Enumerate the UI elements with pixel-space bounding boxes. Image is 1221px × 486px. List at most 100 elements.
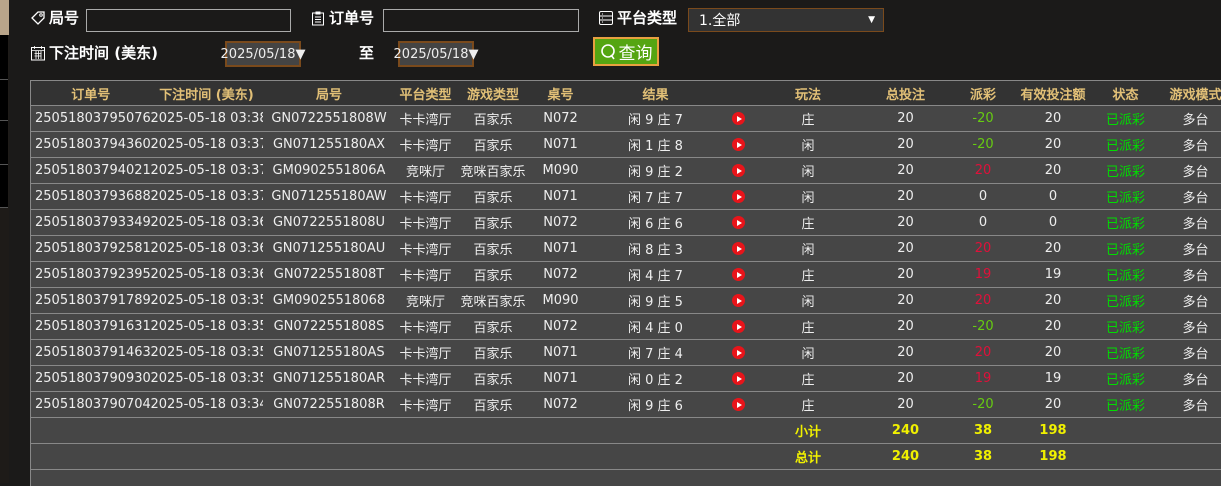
column-header[interactable]: 玩法 [756, 81, 861, 106]
dropdown-arrow-icon: ▼ [295, 47, 305, 62]
bet-type-cell: 庄 [756, 262, 861, 288]
play-video-icon[interactable] [732, 138, 745, 151]
round-input[interactable] [86, 9, 291, 32]
replay-cell[interactable] [721, 210, 756, 236]
play-video-icon[interactable] [732, 216, 745, 229]
status-cell: 已派彩 [1091, 184, 1161, 210]
date-from-picker[interactable]: 2025/05/18▼ [225, 41, 301, 67]
game-mode-cell: 多台 [1161, 314, 1221, 340]
replay-cell[interactable] [721, 184, 756, 210]
round-id-cell: GN071255180AR [263, 366, 396, 392]
replay-cell[interactable] [721, 236, 756, 262]
replay-cell[interactable] [721, 262, 756, 288]
bet-type-cell: 庄 [756, 210, 861, 236]
replay-cell[interactable] [721, 340, 756, 366]
replay-cell[interactable] [721, 366, 756, 392]
empty-cell [1091, 470, 1161, 486]
play-video-icon[interactable] [732, 372, 745, 385]
platform-select[interactable]: 1.全部 ▼ [688, 8, 884, 32]
column-header[interactable]: 桌号 [531, 81, 591, 106]
play-video-icon[interactable] [732, 164, 745, 177]
empty-cell [1091, 444, 1161, 470]
order-id-cell: 250518037916312 [31, 314, 151, 340]
game-mode-cell: 多台 [1161, 158, 1221, 184]
list-icon [598, 10, 614, 26]
table-no-cell: N072 [531, 210, 591, 236]
total-bet-cell: 20 [861, 314, 951, 340]
replay-cell[interactable] [721, 288, 756, 314]
play-video-icon[interactable] [732, 346, 745, 359]
bet-type-cell: 闲 [756, 340, 861, 366]
game-type-cell: 百家乐 [456, 366, 531, 392]
replay-cell[interactable] [721, 106, 756, 132]
replay-cell[interactable] [721, 392, 756, 418]
replay-cell[interactable] [721, 314, 756, 340]
column-header[interactable]: 有效投注额 [1016, 81, 1091, 106]
replay-cell[interactable] [721, 158, 756, 184]
empty-cell [31, 418, 151, 444]
column-header[interactable] [721, 81, 756, 106]
bet-time-cell: 2025-05-18 03:35:30 [151, 340, 263, 366]
subtotal-payout: 38 [951, 418, 1016, 444]
column-header[interactable]: 派彩 [951, 81, 1016, 106]
result-cell: 闲 6 庄 6 [591, 210, 721, 236]
result-cell: 闲 4 庄 7 [591, 262, 721, 288]
bet-type-cell: 闲 [756, 132, 861, 158]
column-header[interactable]: 总投注 [861, 81, 951, 106]
play-video-icon[interactable] [732, 294, 745, 307]
order-id-cell: 250518037933496 [31, 210, 151, 236]
empty-cell [456, 444, 531, 470]
status-cell: 已派彩 [1091, 314, 1161, 340]
bet-type-cell: 庄 [756, 106, 861, 132]
empty-cell [31, 470, 151, 486]
query-button[interactable]: 查询 [593, 37, 659, 66]
order-label: 订单号 [310, 7, 374, 28]
game-mode-cell: 多台 [1161, 106, 1221, 132]
round-id-cell: GN071255180AW [263, 184, 396, 210]
empty-cell [456, 470, 531, 486]
bet-time-cell: 2025-05-18 03:35:05 [151, 366, 263, 392]
play-video-icon[interactable] [732, 320, 745, 333]
play-video-icon[interactable] [732, 398, 745, 411]
game-type-cell: 竞咪百家乐 [456, 288, 531, 314]
column-header[interactable]: 游戏类型 [456, 81, 531, 106]
round-id-cell: GM09025518068 [263, 288, 396, 314]
order-input[interactable] [383, 9, 579, 32]
play-video-icon[interactable] [732, 112, 745, 125]
column-header[interactable]: 结果 [591, 81, 721, 106]
play-video-icon[interactable] [732, 190, 745, 203]
status-cell: 已派彩 [1091, 366, 1161, 392]
column-header[interactable]: 平台类型 [396, 81, 456, 106]
column-header[interactable]: 游戏模式 [1161, 81, 1221, 106]
order-id-cell: 250518037914639 [31, 340, 151, 366]
column-header[interactable]: 下注时间 (美东) [151, 81, 263, 106]
platform-cell: 卡卡湾厅 [396, 184, 456, 210]
side-strip [0, 0, 9, 483]
play-video-icon[interactable] [732, 242, 745, 255]
status-cell: 已派彩 [1091, 132, 1161, 158]
replay-cell[interactable] [721, 132, 756, 158]
order-id-cell: 250518037925814 [31, 236, 151, 262]
column-header[interactable]: 状态 [1091, 81, 1161, 106]
order-id-cell: 250518037936885 [31, 184, 151, 210]
date-to-picker[interactable]: 2025/05/18▼ [398, 41, 474, 67]
empty-cell [1161, 470, 1221, 486]
result-cell: 闲 1 庄 8 [591, 132, 721, 158]
valid-bet-cell: 19 [1016, 366, 1091, 392]
play-video-icon[interactable] [732, 268, 745, 281]
table-no-cell: N072 [531, 392, 591, 418]
payout-cell: -20 [951, 106, 1016, 132]
round-id-cell: GM0902551806A [263, 158, 396, 184]
column-header[interactable]: 订单号 [31, 81, 151, 106]
total-bet-cell: 20 [861, 366, 951, 392]
round-id-cell: GN0722551808S [263, 314, 396, 340]
empty-cell [151, 444, 263, 470]
bet-time-cell: 2025-05-18 03:36:20 [151, 236, 263, 262]
to-label: 至 [359, 42, 374, 63]
column-header[interactable]: 局号 [263, 81, 396, 106]
